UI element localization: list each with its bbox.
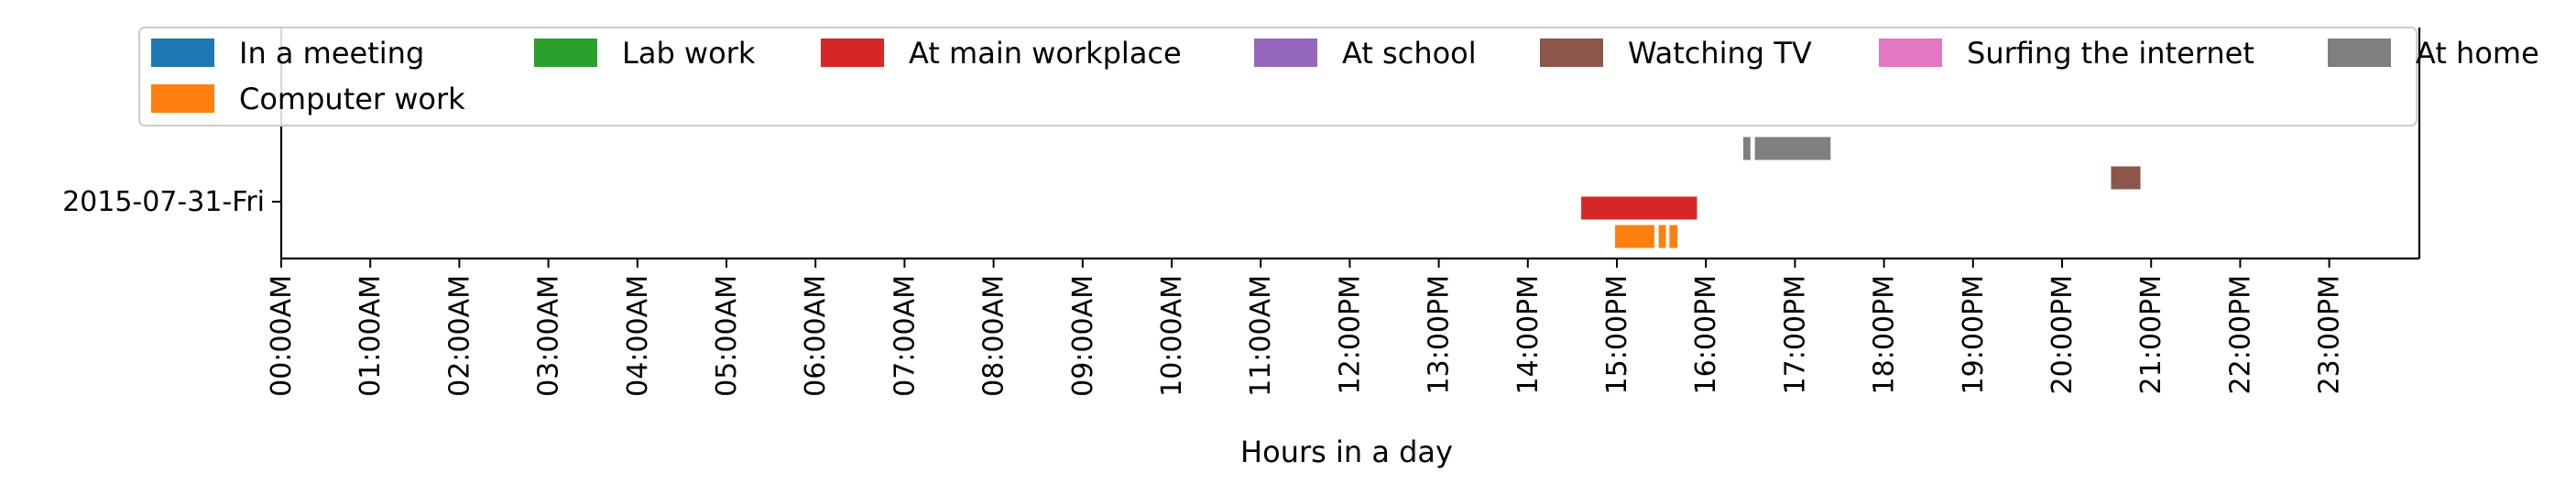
activity-bar xyxy=(1615,225,1654,248)
x-tick-label: 18:00PM xyxy=(1869,275,1901,394)
legend-swatch xyxy=(1879,38,1942,67)
x-tick-label: 16:00PM xyxy=(1690,275,1722,394)
x-tick-label: 12:00PM xyxy=(1334,275,1366,394)
legend-swatch xyxy=(1540,38,1603,67)
x-tick-label: 13:00PM xyxy=(1424,275,1456,394)
x-tick-label: 07:00AM xyxy=(889,275,921,397)
y-tick-label: 2015-07-31-Fri xyxy=(62,186,265,218)
legend-swatch xyxy=(821,38,884,67)
x-tick-label: 00:00AM xyxy=(266,275,298,397)
x-tick-label: 17:00PM xyxy=(1779,275,1811,394)
legend-swatch xyxy=(151,84,214,113)
x-axis-label: Hours in a day xyxy=(1240,434,1453,469)
x-tick-label: 23:00PM xyxy=(2314,275,2346,394)
x-tick-label: 05:00AM xyxy=(711,275,743,397)
activity-bar xyxy=(1581,196,1697,220)
chart-axes: 00:00AM 01:00AM 02:00AM 03:00AM 04:00AM 05:00… xyxy=(62,28,2421,397)
x-tick-label: 22:00PM xyxy=(2224,275,2256,394)
x-tick-label: 20:00PM xyxy=(2047,275,2079,394)
legend-swatch xyxy=(151,38,214,67)
legend-entry-label: At main workplace xyxy=(909,36,1182,71)
x-tick-label: 04:00AM xyxy=(622,275,654,397)
legend-entry-label: Watching TV xyxy=(1628,36,1812,71)
x-tick-label: 03:00AM xyxy=(533,275,565,397)
legend-entry-label: At home xyxy=(2416,36,2539,71)
x-tick-label: 14:00PM xyxy=(1512,275,1545,394)
activity-bar xyxy=(1658,225,1666,248)
legend-swatch xyxy=(534,38,597,67)
x-tick-label: 21:00PM xyxy=(2135,275,2167,394)
legend-swatch xyxy=(2328,38,2391,67)
legend-entry-label: Lab work xyxy=(622,36,756,71)
x-tick-label: 01:00AM xyxy=(355,275,387,397)
x-tick-label: 11:00AM xyxy=(1245,275,1277,397)
activity-bar xyxy=(1669,225,1678,248)
chart-bars xyxy=(1581,137,2141,248)
legend-entry-label: In a meeting xyxy=(239,36,424,71)
x-tick-label: 19:00PM xyxy=(1958,275,1990,394)
x-tick-label: 09:00AM xyxy=(1067,275,1099,397)
x-tick-label: 06:00AM xyxy=(800,275,832,397)
x-tick-label: 15:00PM xyxy=(1601,275,1633,394)
x-tick-label: 10:00AM xyxy=(1156,275,1188,397)
activity-bar xyxy=(1743,137,1751,160)
activity-bar xyxy=(2111,166,2141,190)
legend-entry-label: Computer work xyxy=(239,82,465,116)
legend-entry-label: At school xyxy=(1342,36,1477,71)
legend-frame xyxy=(138,27,2418,126)
activity-bar xyxy=(1754,137,1831,160)
chart-legend: In a meeting Computer work Lab work At main… xyxy=(138,27,2539,126)
x-tick-label: 02:00AM xyxy=(443,275,475,397)
legend-entry-label: Surfing the internet xyxy=(1967,36,2254,71)
x-tick-label: 08:00AM xyxy=(978,275,1010,397)
legend-swatch xyxy=(1254,38,1317,67)
